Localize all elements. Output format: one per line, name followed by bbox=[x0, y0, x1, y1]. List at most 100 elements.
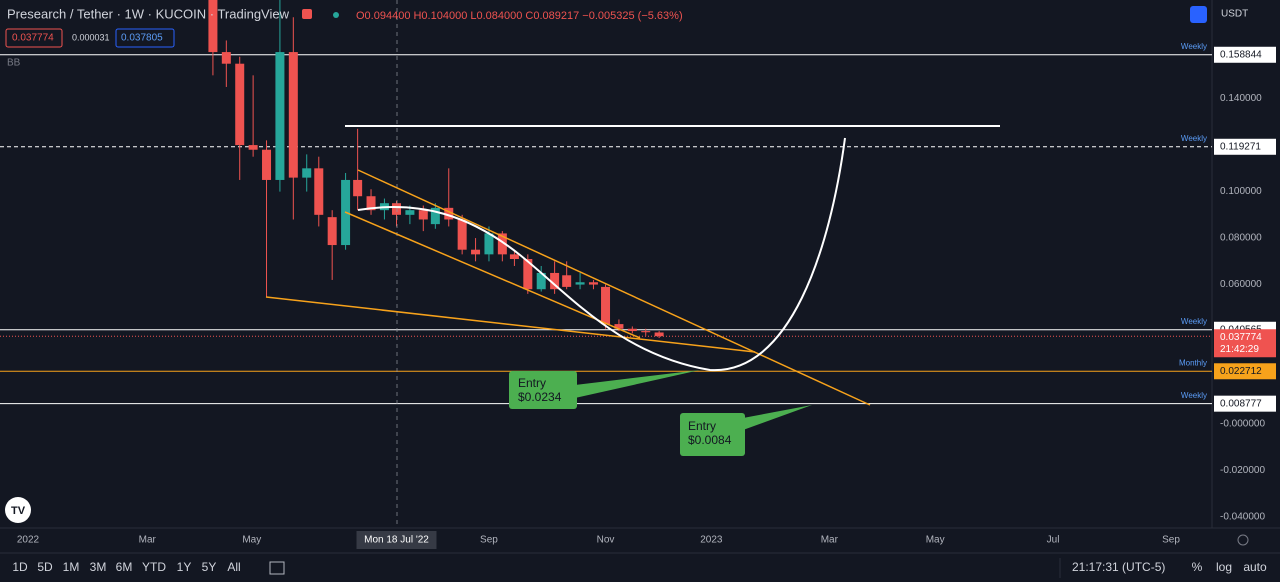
candle-body bbox=[418, 210, 428, 220]
y-tick-label: -0.020000 bbox=[1220, 465, 1265, 476]
range-button[interactable]: 6M bbox=[116, 560, 133, 574]
candle-body bbox=[248, 145, 258, 150]
callout-text: Entry bbox=[688, 419, 716, 433]
callout-text: $0.0084 bbox=[688, 433, 732, 447]
level-name: Weekly bbox=[1181, 134, 1207, 143]
candle-body bbox=[536, 272, 546, 290]
tv-logo[interactable] bbox=[5, 497, 31, 523]
range-button[interactable]: 5Y bbox=[202, 560, 217, 574]
candle-body bbox=[430, 207, 440, 225]
candle-body bbox=[484, 233, 494, 255]
symbol[interactable]: Presearch / Tether · 1W · KUCOIN · Tradi… bbox=[7, 6, 290, 21]
candle-body bbox=[601, 286, 611, 325]
candle-body bbox=[302, 168, 312, 178]
x-tick-label: Mar bbox=[821, 535, 839, 546]
ask-box[interactable] bbox=[115, 28, 175, 48]
level-name: Weekly bbox=[1181, 42, 1207, 51]
candle-body bbox=[208, 0, 218, 53]
candle-body bbox=[509, 254, 519, 260]
spread: 0.000031 bbox=[72, 32, 110, 42]
indicator[interactable]: BB bbox=[7, 58, 21, 69]
y-tick-label: 0.080000 bbox=[1220, 233, 1262, 244]
ohlc: O0.094400 H0.104000 L0.084000 C0.089217 … bbox=[356, 10, 683, 22]
x-tick-label: 2022 bbox=[17, 535, 40, 546]
candle-body bbox=[562, 275, 572, 287]
x-tick-label: Mon 18 Jul '22 bbox=[364, 535, 429, 546]
candle-body bbox=[353, 179, 363, 197]
scale-option[interactable]: log bbox=[1216, 560, 1232, 574]
trend-line bbox=[357, 169, 871, 406]
x-tick-label: May bbox=[242, 535, 261, 546]
candle-body bbox=[366, 196, 376, 211]
callout-text: $0.0234 bbox=[518, 390, 562, 404]
range-button[interactable]: All bbox=[227, 560, 240, 574]
x-tick-label: 2023 bbox=[700, 535, 723, 546]
scale-option[interactable]: auto bbox=[1243, 560, 1267, 574]
level-box bbox=[1214, 395, 1276, 412]
candle-body bbox=[641, 331, 651, 333]
candle-body bbox=[405, 210, 415, 215]
candle-body bbox=[444, 207, 454, 220]
countdown: 21:42:29 bbox=[1220, 344, 1259, 355]
level-label: 0.119271 bbox=[1220, 141, 1261, 152]
candle-body bbox=[627, 328, 637, 332]
candle-body bbox=[327, 217, 337, 246]
last-price-box bbox=[1214, 329, 1276, 358]
plot bbox=[0, 0, 1212, 405]
range-button[interactable]: 1D bbox=[12, 560, 28, 574]
candle-body bbox=[523, 259, 533, 290]
currency[interactable]: USDT bbox=[1221, 9, 1248, 20]
bid: 0.037774 bbox=[12, 33, 54, 44]
flag-icon[interactable] bbox=[302, 9, 312, 19]
candle-body bbox=[497, 233, 507, 255]
bid-box[interactable] bbox=[5, 28, 63, 48]
range-button[interactable]: YTD bbox=[142, 560, 166, 574]
level-label: 0.158844 bbox=[1220, 49, 1262, 60]
ask: 0.037805 bbox=[121, 33, 163, 44]
candle-body bbox=[288, 52, 298, 178]
x-tick-label: Nov bbox=[597, 535, 615, 546]
candle-body bbox=[262, 149, 272, 180]
scale-option[interactable]: % bbox=[1192, 560, 1203, 574]
y-tick-label: 0.060000 bbox=[1220, 279, 1262, 290]
candle-body bbox=[614, 324, 624, 329]
trend-line bbox=[265, 296, 756, 353]
status-dot bbox=[333, 12, 339, 18]
x-tick-label: Sep bbox=[1162, 535, 1180, 546]
level-name: Weekly bbox=[1181, 391, 1207, 400]
clock: 21:17:31 (UTC-5) bbox=[1072, 560, 1165, 574]
candle-body bbox=[314, 168, 324, 215]
settings-icon[interactable] bbox=[1237, 534, 1249, 546]
level-label: 0.008777 bbox=[1220, 398, 1262, 409]
candle-body bbox=[391, 203, 401, 215]
range-button[interactable]: 5D bbox=[37, 560, 53, 574]
settings-icon[interactable] bbox=[1190, 6, 1207, 23]
y-tick-label: -0.040000 bbox=[1220, 512, 1265, 523]
candle-body bbox=[457, 219, 467, 250]
x-tick-label: Sep bbox=[480, 535, 498, 546]
range-button[interactable]: 1Y bbox=[177, 560, 192, 574]
level-label: 0.022712 bbox=[1220, 366, 1262, 377]
x-tick-label: Jul bbox=[1047, 535, 1060, 546]
level-box bbox=[1214, 138, 1276, 155]
range-button[interactable]: 3M bbox=[90, 560, 107, 574]
level-box bbox=[1214, 363, 1276, 380]
level-box bbox=[1214, 46, 1276, 63]
level-name: Monthly bbox=[1179, 358, 1207, 367]
y-tick-label: 0.140000 bbox=[1220, 93, 1262, 104]
range-button[interactable]: 1M bbox=[63, 560, 80, 574]
last-price-label: 0.037774 bbox=[1220, 332, 1262, 343]
callout-text: Entry bbox=[518, 376, 546, 390]
tv-logo-text: TV bbox=[11, 505, 26, 517]
callout-arrow bbox=[575, 370, 700, 398]
candle-body bbox=[654, 332, 664, 337]
date-range-icon[interactable] bbox=[269, 561, 285, 575]
x-tick-label: Mar bbox=[139, 535, 157, 546]
callout-arrow bbox=[743, 405, 812, 430]
candle-body bbox=[588, 282, 598, 285]
trend-line bbox=[344, 211, 641, 339]
candle-body bbox=[275, 52, 285, 180]
